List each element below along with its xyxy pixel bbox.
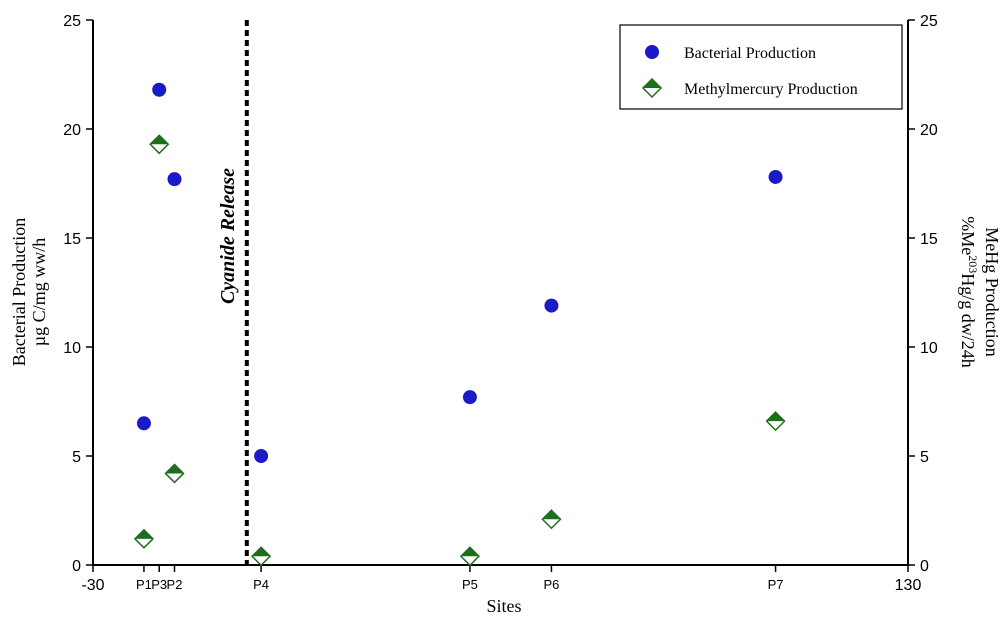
site-label-p7: P7 — [768, 577, 784, 592]
site-label-p5: P5 — [462, 577, 478, 592]
right-y-tick-label: 5 — [920, 449, 929, 466]
right-y-tick-label: 15 — [920, 231, 938, 248]
methylmercury-point-p6 — [541, 509, 562, 530]
left-y-tick-label: 20 — [63, 122, 81, 139]
right-y-tick-label: 0 — [920, 558, 929, 575]
legend-box — [619, 24, 903, 110]
legend-bacterial-marker — [645, 45, 659, 59]
legend: Bacterial Production Methylmercury Produ… — [619, 24, 903, 110]
left-y-tick-label: 5 — [72, 449, 81, 466]
bacterial-point-p5 — [462, 390, 477, 405]
methylmercury-point-p1 — [133, 528, 154, 549]
site-label-p2: P2 — [167, 577, 183, 592]
bacterial-point-p4 — [254, 449, 269, 463]
left-y-tick-label: 0 — [72, 558, 81, 575]
methylmercury-point-p5 — [459, 546, 480, 567]
x-axis-ticks: -30 130 P1 P3 P2 P4 P5 P6 P7 — [81, 565, 921, 594]
left-y-tick-label: 10 — [63, 340, 81, 357]
methylmercury-point-p7 — [765, 411, 786, 432]
axes — [92, 20, 909, 566]
methylmercury-point-p3 — [149, 134, 170, 155]
x-axis-title: Sites — [486, 596, 521, 616]
cyanide-release-label: Cyanide Release — [217, 168, 239, 304]
left-y-axis-title-line2: µg C/mg ww/h — [29, 238, 49, 346]
site-label-p4: P4 — [253, 577, 269, 592]
bacterial-point-p7 — [768, 169, 783, 184]
right-y-tick-label: 25 — [920, 13, 938, 30]
site-label-p3: P3 — [151, 577, 167, 592]
legend-bacterial-label: Bacterial Production — [684, 45, 816, 62]
legend-methylmercury-label: Methylmercury Production — [684, 81, 858, 98]
left-y-axis-ticks: 0 5 10 15 20 25 — [63, 13, 93, 575]
right-y-tick-label: 20 — [920, 122, 938, 139]
legend-methylmercury-marker — [641, 77, 663, 99]
right-y-axis-title-line2: %Me203Hg/g dw/24h — [958, 216, 980, 368]
right-y-tick-label: 10 — [920, 340, 938, 357]
left-y-tick-label: 25 — [63, 13, 81, 30]
x-end-tick-label: 130 — [895, 577, 922, 594]
bacterial-point-p2 — [167, 172, 182, 187]
right-y-axis-title-line1: MeHg Production — [982, 227, 1002, 357]
bacterial-point-p6 — [544, 298, 559, 313]
bacterial-point-p1 — [136, 416, 151, 431]
site-label-p6: P6 — [543, 577, 559, 592]
x-end-tick-label: -30 — [81, 577, 104, 594]
site-label-p1: P1 — [136, 577, 152, 592]
right-y-axis-ticks: 0 5 10 15 20 25 — [908, 13, 938, 575]
bacterial-point-p3 — [152, 82, 167, 97]
left-y-axis-title-line1: Bacterial Production — [9, 218, 29, 366]
left-y-tick-label: 15 — [63, 231, 81, 248]
methylmercury-point-p2 — [164, 463, 185, 484]
data-points — [133, 82, 786, 567]
methylmercury-point-p4 — [251, 546, 272, 567]
